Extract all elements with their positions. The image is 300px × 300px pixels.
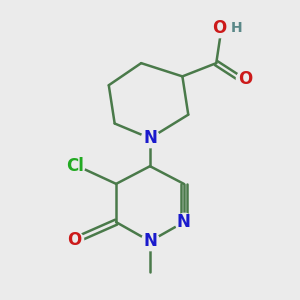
Text: O: O bbox=[212, 20, 226, 38]
Text: O: O bbox=[238, 70, 252, 88]
Text: N: N bbox=[177, 213, 191, 231]
Text: Cl: Cl bbox=[66, 157, 84, 175]
Text: O: O bbox=[67, 231, 81, 249]
Text: H: H bbox=[231, 21, 243, 35]
Text: N: N bbox=[143, 129, 157, 147]
Text: N: N bbox=[143, 232, 157, 250]
